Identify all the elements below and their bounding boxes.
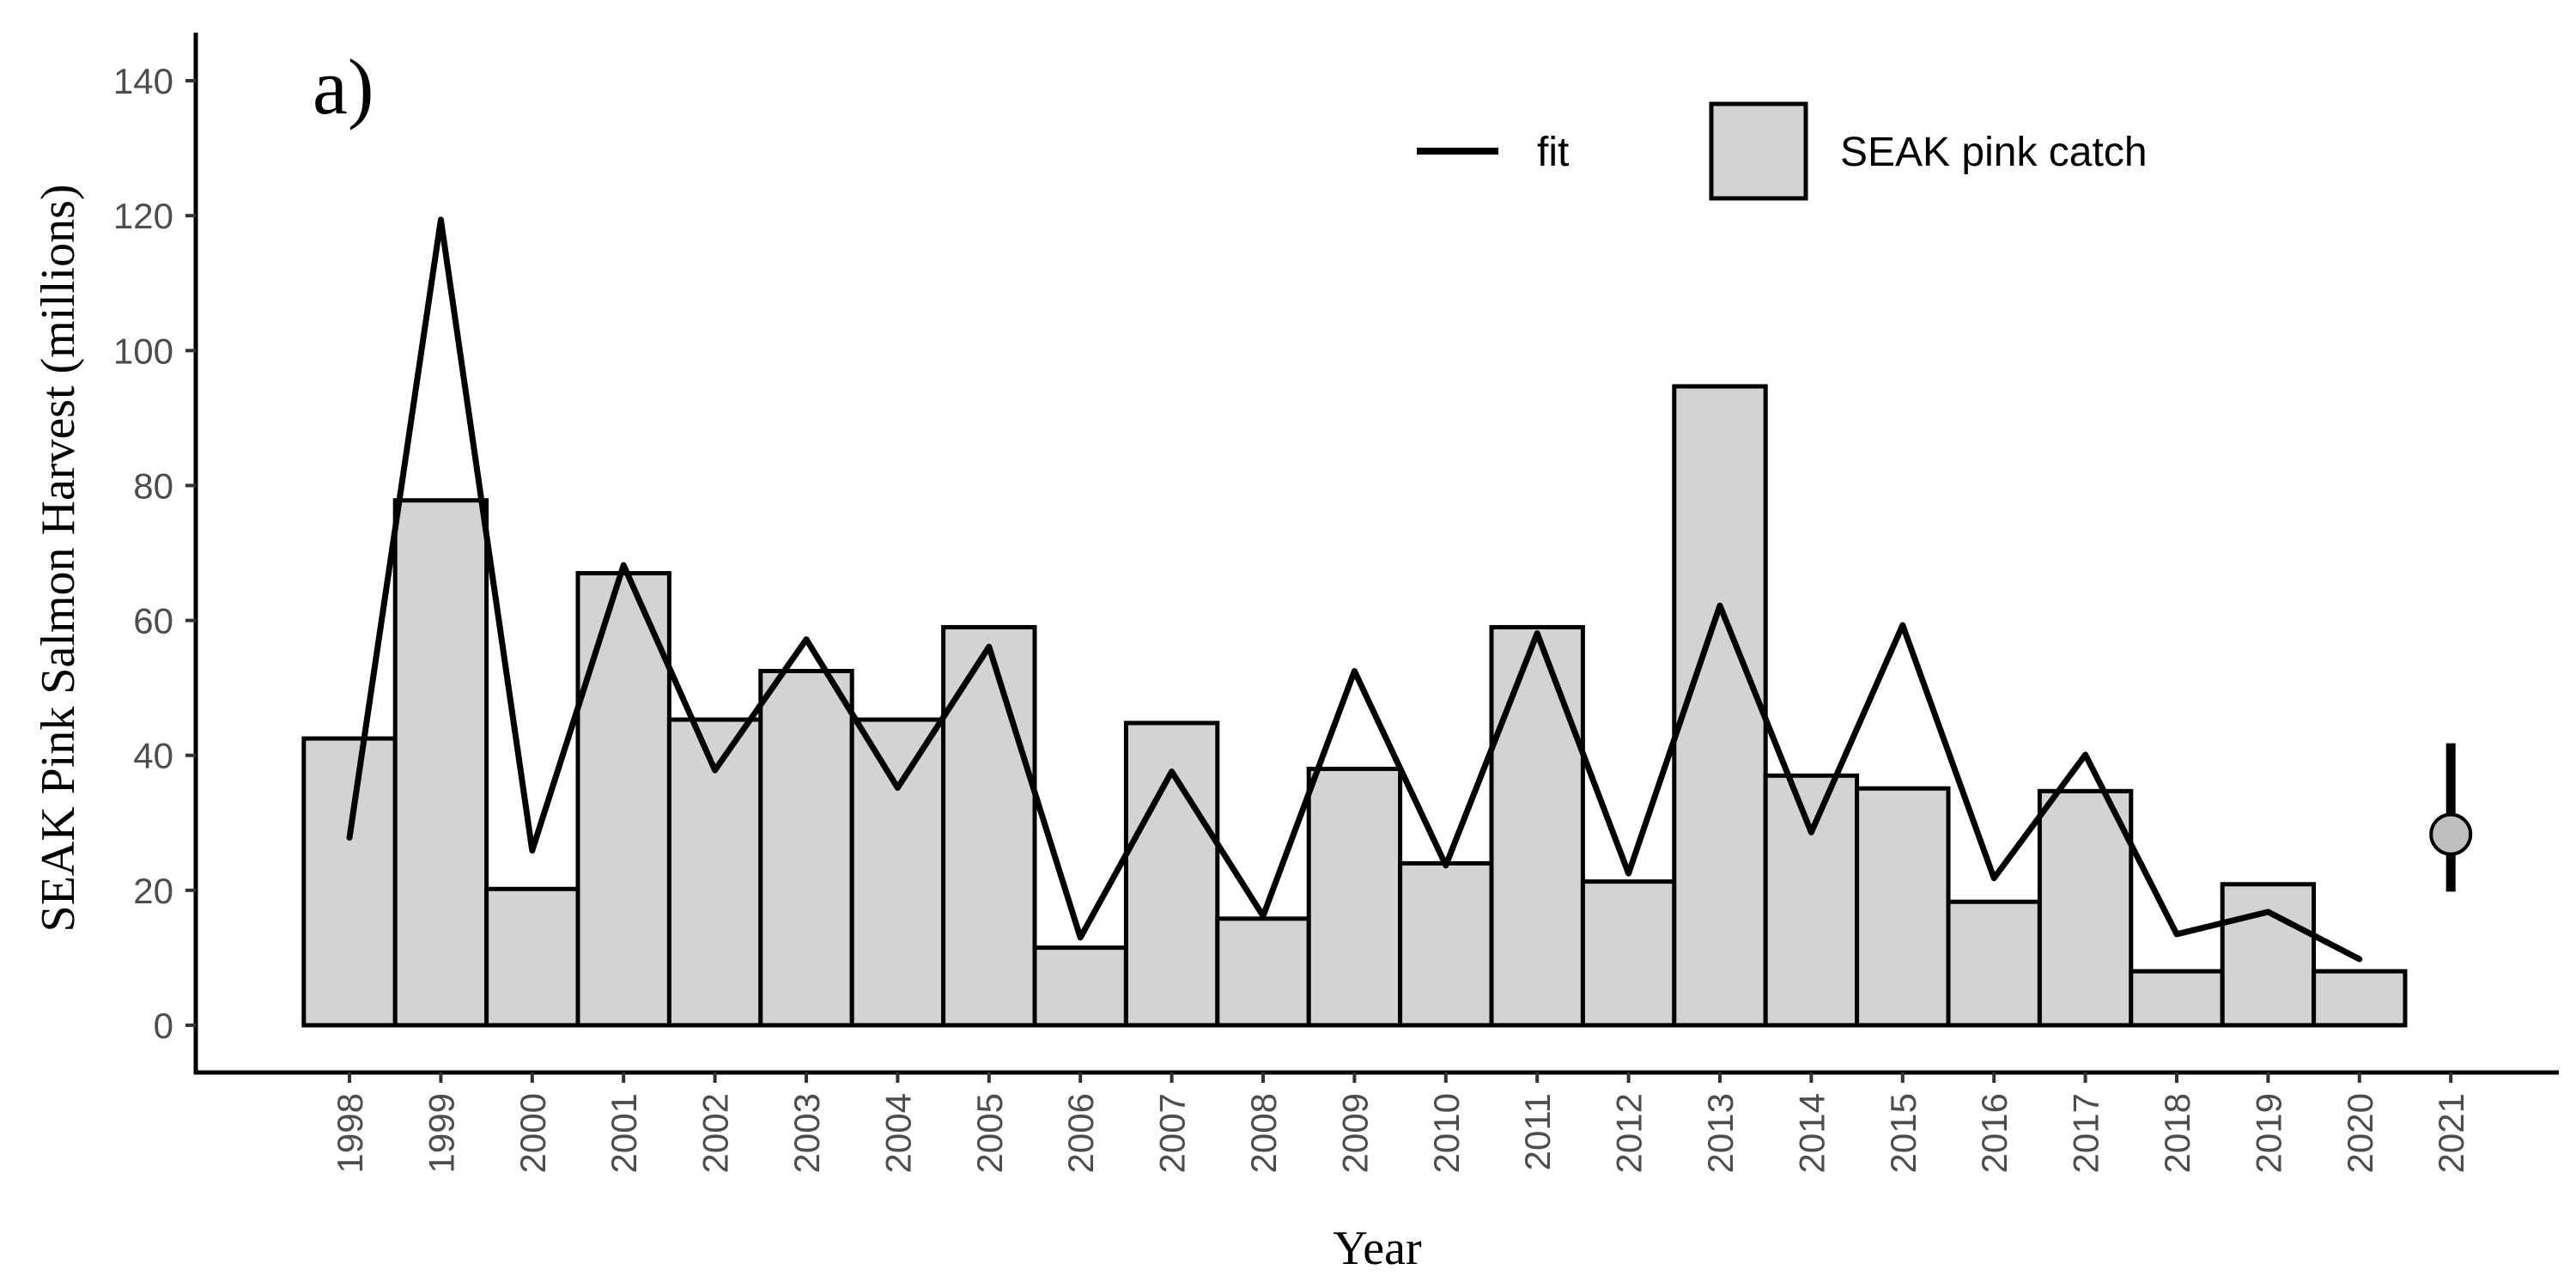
bar-2007 [1123,720,1220,1028]
bars-layer [301,384,2408,1028]
bar-2003 [758,669,854,1028]
x-tick-label-2019: 2019 [2248,1093,2288,1173]
x-axis-title: Year [1333,1222,1422,1275]
forecast-point [2429,812,2473,856]
bar-2004 [849,717,946,1028]
x-tick-label-2009: 2009 [1334,1093,1375,1173]
bar-2019 [2220,882,2317,1028]
bar-2000 [484,886,580,1028]
x-tick-label-2010: 2010 [1426,1093,1467,1173]
x-tick-label-2014: 2014 [1791,1093,1832,1173]
x-tick-label-2013: 2013 [1700,1093,1741,1173]
x-tick-label-2003: 2003 [787,1093,827,1173]
x-tick-layer: 1998 1999 2000 2001 2002 2003 2004 2005 2006 2007… [330,1072,2471,1173]
legend-catch-swatch [1709,101,1808,201]
x-tick-label-2008: 2008 [1243,1093,1284,1173]
legend: fit SEAK pink catch [1417,101,2148,201]
x-tick-label-2001: 2001 [604,1093,644,1173]
bar-2014 [1763,773,1860,1028]
bar-2010 [1398,860,1494,1028]
bar-2006 [1032,945,1128,1028]
x-tick-label-2002: 2002 [696,1093,736,1173]
x-tick-label-2015: 2015 [1883,1093,1923,1173]
x-tick-label-2018: 2018 [2157,1093,2197,1173]
bar-2009 [1306,766,1403,1028]
x-tick-label-1998: 1998 [330,1093,370,1173]
x-tick-label-2016: 2016 [1974,1093,2014,1173]
bar-2016 [1946,899,2042,1028]
bar-1998 [301,736,398,1028]
x-tick-label-2011: 2011 [1517,1093,1558,1170]
fit-line [346,216,2363,963]
bar-2020 [2312,969,2408,1028]
bar-2015 [1855,786,1951,1028]
bar-2011 [1489,624,1585,1028]
x-tick-label-2017: 2017 [2066,1093,2106,1173]
y-tick-label: 20 [133,871,173,911]
x-tick-label-2021: 2021 [2431,1093,2471,1173]
panel-label: a) [313,43,374,131]
x-tick-label-2004: 2004 [878,1093,918,1173]
x-tick-label-2020: 2020 [2340,1093,2380,1173]
y-tick-label: 60 [133,601,173,641]
bar-1999 [392,498,489,1028]
axes-layer [193,33,2559,1075]
y-tick-layer: 0 20 40 60 80 100 120 140 [113,61,196,1046]
x-tick-label-2006: 2006 [1060,1093,1101,1173]
x-tick-label-2000: 2000 [513,1093,553,1173]
fit-layer [346,216,2363,963]
bar-2005 [941,624,1037,1028]
y-tick-label: 40 [133,736,173,776]
x-tick-label-1999: 1999 [421,1093,461,1173]
y-tick-label: 100 [113,331,173,371]
y-tick-label: 80 [133,465,173,506]
x-tick-label-2012: 2012 [1609,1093,1649,1173]
y-tick-label: 0 [154,1005,173,1046]
forecast-layer [2429,743,2473,892]
y-tick-label: 120 [113,196,173,236]
legend-catch-label: SEAK pink catch [1840,130,2148,175]
bar-2008 [1215,916,1311,1028]
bar-2018 [2129,969,2225,1028]
legend-fit-label: fit [1537,130,1569,175]
bar-2001 [575,571,671,1028]
x-tick-label-2007: 2007 [1152,1093,1193,1173]
y-axis-title: SEAK Pink Salmon Harvest (millions) [32,184,85,932]
bar-2017 [2037,788,2134,1028]
x-tick-label-2005: 2005 [969,1093,1010,1173]
y-tick-label: 140 [113,61,173,101]
bar-2013 [1672,384,1768,1028]
bar-2012 [1580,879,1677,1028]
